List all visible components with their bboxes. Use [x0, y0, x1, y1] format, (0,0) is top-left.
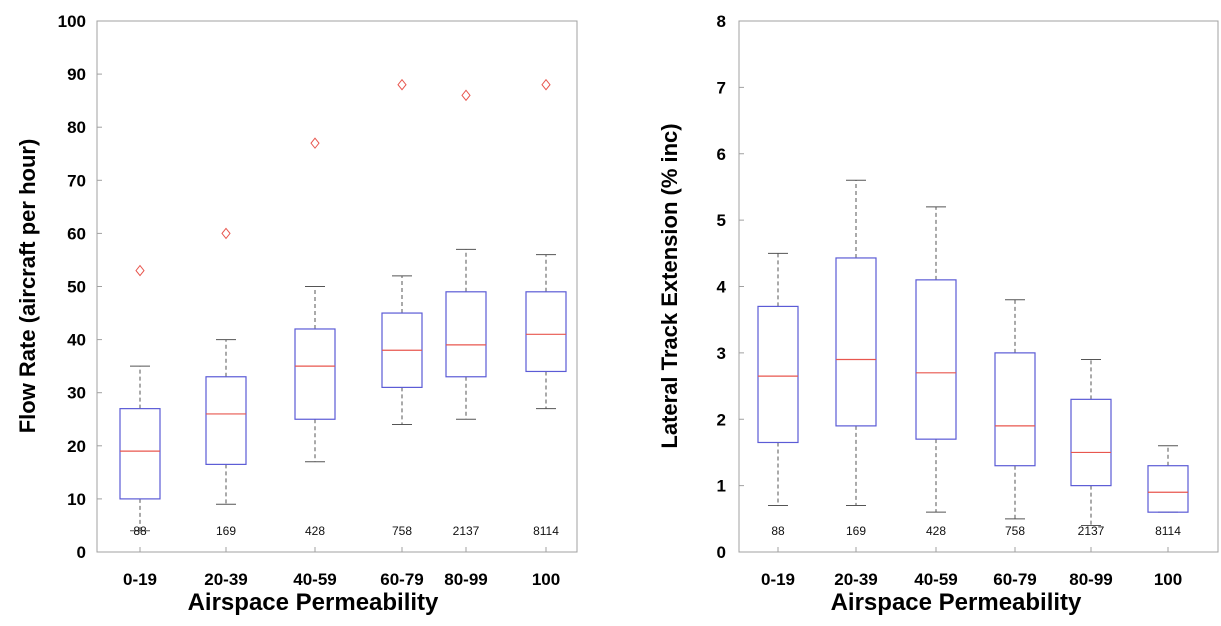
x-tick-label: 80-99: [444, 570, 487, 589]
y-tick-label: 30: [67, 384, 86, 403]
y-tick-label: 60: [67, 224, 86, 243]
sample-count-label: 169: [216, 524, 236, 538]
outlier-marker: [461, 89, 471, 102]
x-tick-label: 100: [532, 570, 560, 589]
y-tick-label: 50: [67, 278, 86, 297]
outlier-marker: [310, 137, 320, 149]
sample-count-label: 8114: [533, 524, 559, 538]
x-tick-label: 20-39: [204, 570, 247, 589]
y-tick-label: 0: [77, 543, 86, 562]
iqr-box: [119, 408, 161, 500]
iqr-box: [445, 291, 487, 378]
sample-count-label: 2137: [453, 524, 480, 538]
x-tick-label: 0-19: [123, 570, 157, 589]
y-tick-label: 10: [67, 490, 86, 509]
iqr-box: [205, 376, 247, 465]
y-tick-label: 40: [67, 331, 86, 350]
y-tick-label: 90: [67, 65, 86, 84]
iqr-box: [525, 291, 567, 373]
x-tick-label: 40-59: [293, 570, 336, 589]
y-tick-label: 80: [67, 118, 86, 137]
sample-count-label: 428: [305, 524, 325, 538]
sample-count-label: 758: [392, 524, 412, 538]
outlier-marker: [221, 227, 231, 240]
y-tick-label: 70: [67, 171, 86, 190]
sample-count-label: 88: [133, 524, 147, 538]
y-axis-label: Flow Rate (aircraft per hour): [15, 139, 40, 434]
y-tick-label: 20: [67, 437, 86, 456]
iqr-box: [294, 328, 336, 420]
plot-frame: [96, 20, 578, 553]
y-tick-label: 100: [58, 12, 86, 31]
x-axis-label: Airspace Permeability: [188, 589, 439, 616]
x-tick-label: 60-79: [380, 570, 423, 589]
outlier-marker: [135, 264, 145, 277]
outlier-marker: [541, 78, 551, 91]
outlier-marker: [397, 78, 407, 91]
